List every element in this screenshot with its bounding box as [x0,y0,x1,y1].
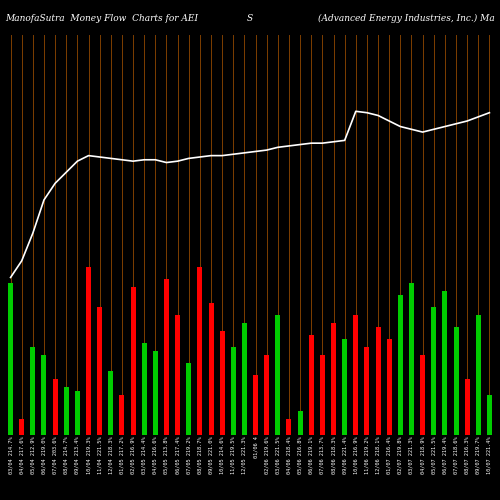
Bar [108,371,114,435]
Bar [242,323,247,435]
Bar [331,323,336,435]
Bar [30,347,36,435]
Bar [42,355,46,435]
Bar [364,347,370,435]
Bar [298,411,302,435]
Bar [464,379,469,435]
Bar [342,339,347,435]
Bar [320,355,325,435]
Bar [286,419,292,435]
Bar [409,283,414,435]
Bar [19,419,24,435]
Bar [220,331,224,435]
Bar [442,291,448,435]
Bar [52,379,58,435]
Bar [120,395,124,435]
Bar [398,295,403,435]
Bar [354,315,358,435]
Text: S: S [247,14,253,23]
Bar [431,307,436,435]
Bar [75,391,80,435]
Bar [130,287,136,435]
Text: (Advanced Energy Industries, Inc.) Ma: (Advanced Energy Industries, Inc.) Ma [318,14,495,24]
Bar [308,335,314,435]
Bar [198,267,202,435]
Bar [86,267,91,435]
Bar [420,355,425,435]
Bar [454,327,458,435]
Bar [253,375,258,435]
Bar [376,327,380,435]
Bar [153,351,158,435]
Text: ManofaSutra  Money Flow  Charts for AEI: ManofaSutra Money Flow Charts for AEI [5,14,198,23]
Bar [487,395,492,435]
Bar [264,355,269,435]
Bar [175,315,180,435]
Bar [386,339,392,435]
Bar [276,315,280,435]
Bar [97,307,102,435]
Bar [64,387,69,435]
Bar [208,303,214,435]
Bar [142,343,146,435]
Bar [164,279,169,435]
Bar [476,315,481,435]
Bar [186,363,192,435]
Bar [8,283,13,435]
Bar [231,347,236,435]
